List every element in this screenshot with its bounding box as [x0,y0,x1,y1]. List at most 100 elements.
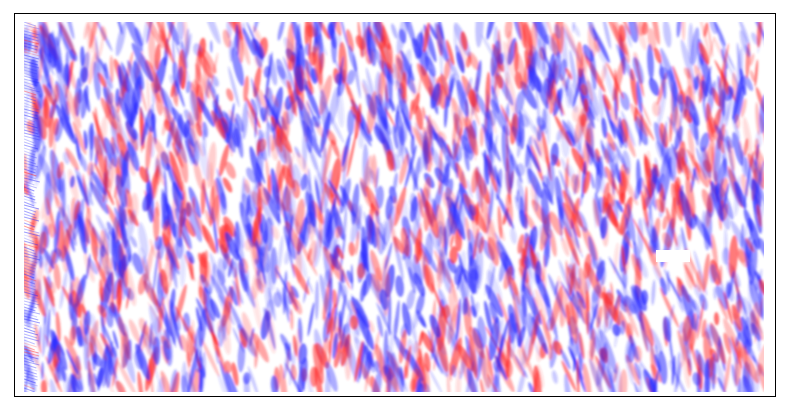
field-streak [662,215,668,230]
edge-hatch [24,189,35,195]
field-streak [467,242,474,267]
field-streak [376,302,392,335]
field-streak [642,179,647,197]
field-streak [675,234,682,253]
field-streak [226,88,234,102]
field-streak [737,377,742,392]
field-streak [601,181,610,215]
field-streak [100,25,107,41]
field-streak [102,269,106,291]
field-streak [367,320,375,333]
edge-hatch [24,372,38,378]
field-streak [307,302,315,337]
field-streak [205,209,212,226]
field-streak [430,82,441,109]
edge-hatch [24,201,35,207]
field-streak [540,207,552,239]
edge-hatch [24,108,39,114]
field-streak [231,47,245,87]
field-streak [516,178,527,213]
field-streak [740,98,747,118]
field-streak [104,341,117,380]
field-streak [483,149,490,186]
field-streak [504,22,513,39]
field-streak [651,166,658,185]
field-streak [382,204,396,251]
edge-hatch [24,114,39,120]
field-streak [30,145,37,183]
edge-hatch [24,93,37,99]
field-streak [682,315,691,342]
field-streak [709,264,717,283]
field-streak [758,237,764,259]
field-streak [524,49,532,71]
edge-hatch [24,321,39,327]
field-streak [48,249,57,274]
field-streak [521,236,530,267]
field-streak [404,144,417,190]
field-streak [185,80,192,94]
field-streak [420,131,427,167]
field-streak [756,204,762,228]
field-streak [443,58,451,81]
field-streak [367,252,376,286]
edge-hatch [24,33,39,39]
field-streak [418,240,438,273]
field-streak [741,324,750,350]
field-streak [31,43,41,84]
field-streak [44,94,48,120]
field-streak [479,378,488,392]
field-streak [409,99,414,121]
field-streak [559,58,567,82]
field-streak [690,27,700,66]
field-streak [645,196,652,209]
field-streak [580,113,587,127]
edge-hatch [24,192,36,198]
edge-hatch [24,339,35,345]
field-streak [121,201,128,226]
field-streak [490,40,501,77]
field-streak [95,35,101,76]
field-streak [219,144,229,177]
field-streak [179,334,189,352]
field-streak [723,354,732,392]
field-streak [280,333,291,351]
field-streak [42,312,47,357]
field-streak [704,358,710,392]
field-streak [738,22,750,46]
field-streak [435,261,442,282]
field-streak [723,56,742,92]
field-streak [400,50,415,82]
field-streak [464,216,471,242]
field-streak [713,22,726,47]
field-streak [99,37,104,57]
field-streak [503,266,513,290]
field-streak [394,104,399,134]
field-streak [324,315,332,334]
edge-hatch [24,246,35,252]
field-streak [254,87,269,109]
field-streak [309,146,318,170]
field-streak [228,66,240,108]
field-streak [696,270,703,292]
field-streak [112,260,130,299]
field-streak [517,370,526,392]
field-streak [38,325,42,347]
field-streak [724,90,734,128]
edge-hatch [24,81,38,87]
field-streak [377,314,384,338]
field-streak [422,106,426,120]
field-streak [29,347,50,387]
field-streak [193,158,203,190]
field-streak [487,264,496,300]
field-streak [24,350,36,392]
edge-hatch [24,243,38,249]
field-streak [758,363,764,392]
field-streak [361,314,368,330]
field-streak [292,163,302,188]
field-streak [74,132,83,167]
field-streak [257,182,269,206]
field-streak [444,217,450,252]
field-streak [330,35,337,49]
field-streak [271,225,280,240]
